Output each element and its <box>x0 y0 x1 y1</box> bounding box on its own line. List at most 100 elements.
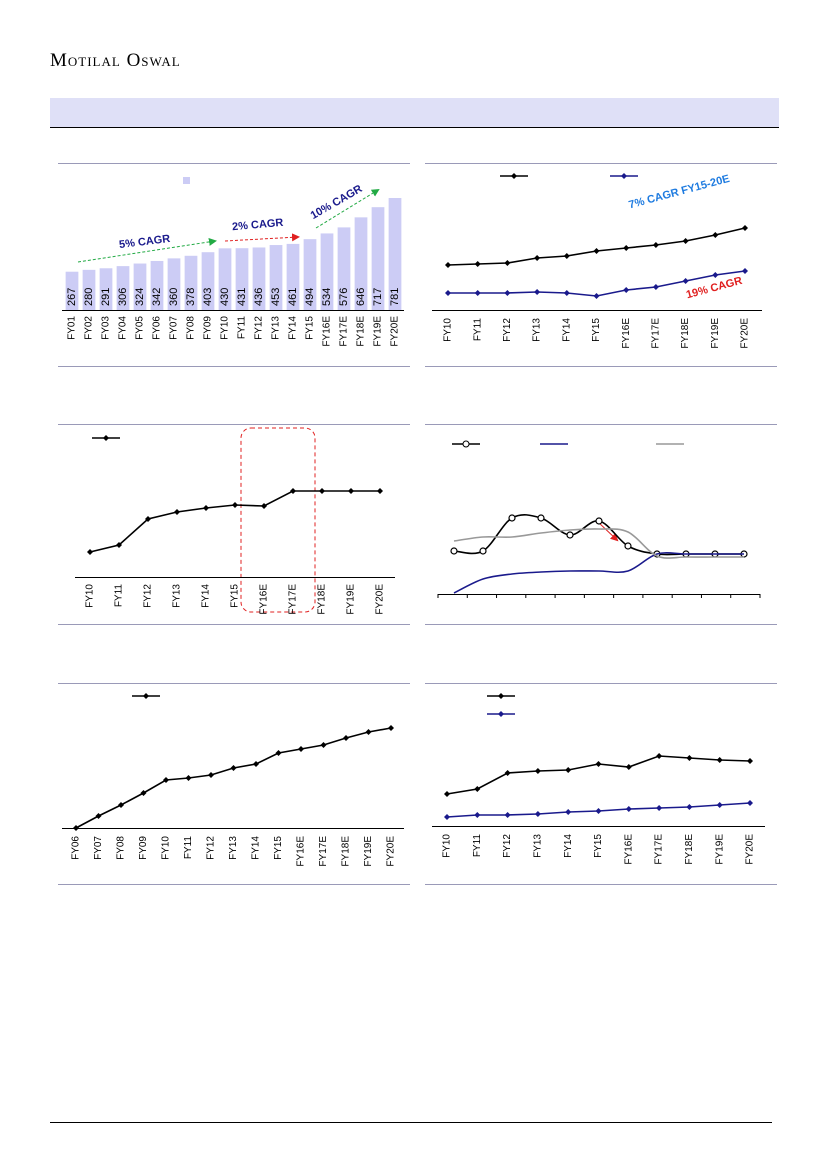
point <box>174 509 180 515</box>
bar <box>218 248 232 310</box>
x-tick-label: FY20E <box>390 316 401 347</box>
point <box>534 811 541 817</box>
point <box>504 770 511 776</box>
point <box>623 287 630 293</box>
panel-rules <box>58 163 777 885</box>
x-tick-label: FY12 <box>206 836 217 860</box>
annotation: 7% CAGR FY15-20E <box>627 173 731 211</box>
bar <box>65 271 79 310</box>
point <box>534 289 541 295</box>
point <box>208 772 214 778</box>
x-tick-label: FY02 <box>84 316 95 340</box>
point <box>716 802 723 808</box>
point <box>116 542 122 548</box>
point <box>747 800 753 806</box>
x-tick-label: FY20E <box>375 584 386 615</box>
point <box>593 293 600 299</box>
x-tick-label: FY20E <box>745 834 756 865</box>
value-label: 453 <box>270 288 282 306</box>
x-tick-label: FY16E <box>296 836 307 867</box>
point <box>185 775 192 781</box>
point <box>445 290 451 296</box>
x-tick-label: FY18E <box>317 584 328 615</box>
banner <box>50 98 779 127</box>
point <box>716 757 723 763</box>
value-label: 342 <box>151 288 163 306</box>
point <box>595 517 603 525</box>
value-label: 461 <box>287 288 299 306</box>
x-tick-label: FY20E <box>386 836 397 867</box>
bar <box>320 233 334 310</box>
x-tick-label: FY18E <box>680 318 691 349</box>
x-tick-label: FY09 <box>138 836 149 860</box>
point <box>595 761 602 767</box>
legend-marker <box>621 173 627 179</box>
x-tick-label: FY06 <box>152 316 163 340</box>
x-tick-label: FY10 <box>442 834 453 858</box>
x-tick-label: FY15 <box>273 836 284 860</box>
x-tick-label: FY18E <box>341 836 352 867</box>
x-tick-label: FY19E <box>346 584 357 615</box>
point <box>563 290 570 296</box>
x-tick-label: FY08 <box>116 836 127 860</box>
point <box>652 242 659 248</box>
x-tick-label: FY13 <box>271 316 282 340</box>
value-label: 324 <box>134 288 146 306</box>
point <box>624 542 632 550</box>
x-tick-label: FY15 <box>593 834 604 858</box>
value-label: 494 <box>304 288 316 306</box>
x-tick-label: FY18E <box>684 834 695 865</box>
point <box>444 814 450 820</box>
x-tick-label: FY15 <box>591 318 602 342</box>
point <box>504 812 511 818</box>
x-tick-label: FY10 <box>443 318 454 342</box>
value-label: 431 <box>236 288 248 306</box>
value-label: 646 <box>355 288 367 306</box>
bar <box>371 207 385 310</box>
point <box>656 753 663 759</box>
x-tick-label: FY01 <box>67 316 78 340</box>
x-tick-label: FY06 <box>71 836 82 860</box>
x-tick-label: FY14 <box>251 836 262 860</box>
bar <box>201 252 215 310</box>
x-tick-label: FY13 <box>533 834 544 858</box>
point <box>450 547 458 555</box>
point <box>232 502 238 508</box>
point <box>652 284 659 290</box>
series-line <box>75 727 392 829</box>
value-label: 378 <box>185 288 197 306</box>
series-line <box>453 551 744 594</box>
value-label: 280 <box>83 288 95 306</box>
point <box>534 768 541 774</box>
x-tick-label: FY11 <box>183 836 194 860</box>
point <box>445 262 451 268</box>
point <box>508 514 516 522</box>
value-label: 291 <box>100 288 112 306</box>
point <box>118 802 124 808</box>
point <box>444 791 450 797</box>
x-tick-label: FY13 <box>532 318 543 342</box>
point <box>682 278 689 284</box>
bar <box>337 227 351 310</box>
point <box>253 761 259 767</box>
value-label: 306 <box>117 288 129 306</box>
legend-marker <box>511 173 517 179</box>
bar <box>269 245 283 310</box>
bar <box>99 268 113 310</box>
point <box>365 729 372 735</box>
value-label: 360 <box>168 288 180 306</box>
value-label: 403 <box>202 288 214 306</box>
point <box>565 767 572 773</box>
cagr-arrow <box>77 237 217 263</box>
x-tick-label: FY11 <box>472 318 483 342</box>
point <box>593 248 600 254</box>
point <box>203 505 209 511</box>
point <box>298 746 304 752</box>
point <box>145 516 151 522</box>
x-tick-label: FY08 <box>186 316 197 340</box>
value-label: 781 <box>389 288 401 306</box>
x-tick-label: FY09 <box>203 316 214 340</box>
bar <box>235 248 249 310</box>
point <box>163 777 169 783</box>
point <box>474 812 481 818</box>
